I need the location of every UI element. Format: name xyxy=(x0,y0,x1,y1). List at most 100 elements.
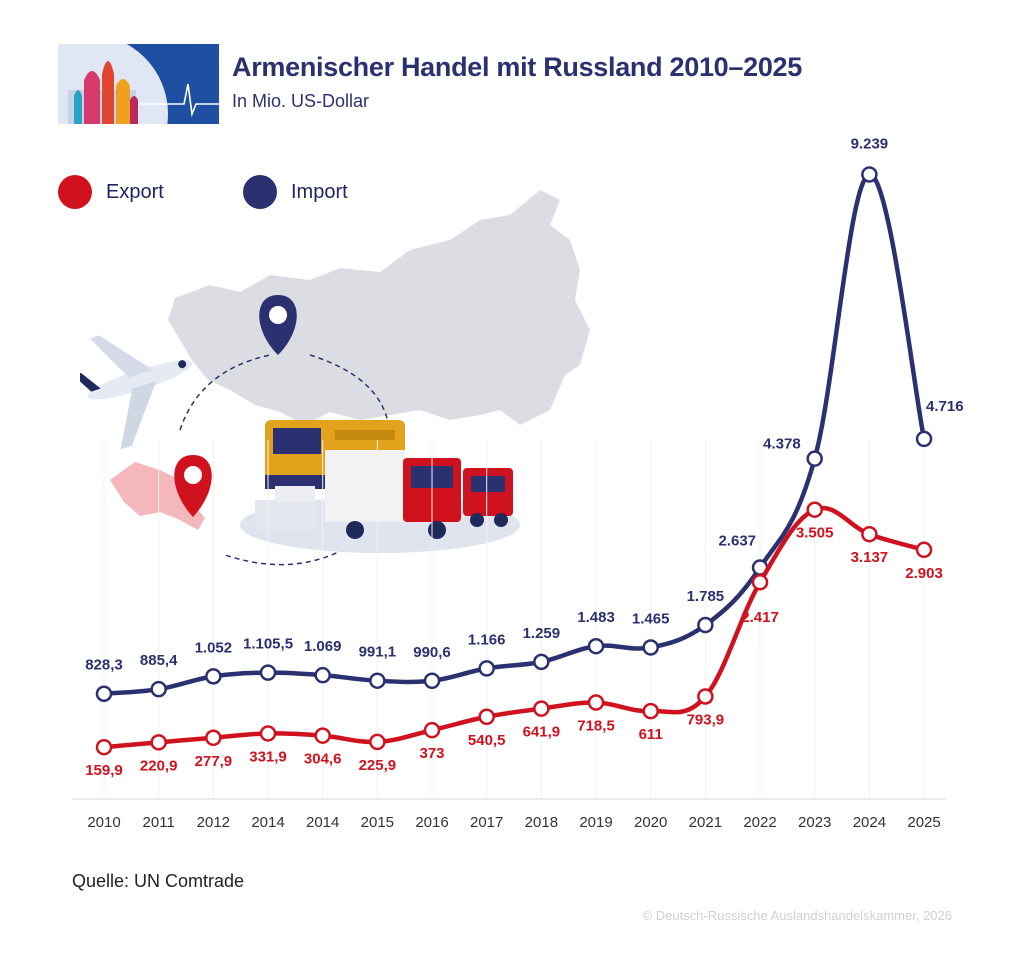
data-point-export xyxy=(369,733,386,751)
x-tick-label: 2021 xyxy=(689,814,722,831)
data-point-import xyxy=(150,680,167,698)
copyright-note: © Deutsch-Russische Auslandshandelskamme… xyxy=(642,908,952,923)
data-label-import: 1.465 xyxy=(632,610,670,627)
x-tick-label: 2025 xyxy=(907,814,940,831)
data-point-export xyxy=(423,721,441,739)
series-line-import xyxy=(103,172,927,696)
location-pin-russia-icon xyxy=(259,295,297,355)
data-label-import: 1.785 xyxy=(687,588,725,605)
data-label-import: 1.105,5 xyxy=(243,636,293,653)
data-point-export xyxy=(205,729,222,747)
data-label-export: 220,9 xyxy=(140,757,178,774)
boxes-icon xyxy=(255,486,315,530)
data-point-import xyxy=(533,653,550,671)
chart-title: Armenischer Handel mit Russland 2010–202… xyxy=(232,52,802,82)
data-label-export: 277,9 xyxy=(195,753,233,770)
data-label-import: 885,4 xyxy=(140,652,178,669)
legend-item-import: Import xyxy=(243,174,348,210)
location-pin-armenia-icon xyxy=(174,455,212,517)
data-label-export: 373 xyxy=(420,745,445,762)
legend-label-export: Export xyxy=(106,180,164,203)
x-tick-label: 2020 xyxy=(634,814,667,831)
data-label-import: 1.259 xyxy=(523,625,561,642)
data-point-export xyxy=(95,738,113,756)
x-tick-label: 2014 xyxy=(251,814,284,831)
data-point-import xyxy=(259,664,277,681)
header-illustration xyxy=(58,44,219,124)
x-tick-label: 2014 xyxy=(306,814,339,831)
data-label-import: 1.069 xyxy=(304,638,342,655)
data-label-import: 1.052 xyxy=(195,639,233,656)
legend-label-import: Import xyxy=(291,180,348,203)
x-tick-label: 2015 xyxy=(361,814,394,831)
data-point-import xyxy=(369,672,386,689)
legend-swatch-import xyxy=(243,175,277,209)
data-point-import xyxy=(697,616,714,634)
legend-item-export: Export xyxy=(58,174,164,210)
x-tick-label: 2010 xyxy=(87,814,120,831)
data-label-export: 2.903 xyxy=(905,565,943,582)
x-tick-label: 2022 xyxy=(743,814,776,831)
russia-map xyxy=(168,190,590,425)
data-point-import xyxy=(95,685,113,702)
data-point-export xyxy=(478,708,495,726)
data-point-import xyxy=(861,166,878,183)
data-label-export: 3.137 xyxy=(851,549,889,566)
data-label-import: 828,3 xyxy=(85,657,123,674)
data-point-export xyxy=(915,541,933,559)
x-tick-label: 2017 xyxy=(470,814,503,831)
data-label-export: 718,5 xyxy=(577,718,615,735)
route-arrows xyxy=(179,354,271,431)
data-point-import xyxy=(205,668,222,685)
series-line-export xyxy=(103,505,925,750)
x-tick-label: 2019 xyxy=(579,814,612,831)
x-tick-label: 2011 xyxy=(143,814,175,831)
data-label-export: 540,5 xyxy=(468,732,506,749)
data-label-import: 4.378 xyxy=(763,436,801,453)
data-point-export xyxy=(259,725,277,742)
data-point-import xyxy=(642,639,659,656)
data-label-export: 225,9 xyxy=(359,757,397,774)
x-tick-label: 2018 xyxy=(525,814,558,831)
data-point-export xyxy=(861,525,878,543)
data-point-import xyxy=(587,637,605,655)
data-point-import xyxy=(478,660,495,677)
data-point-export xyxy=(314,727,331,744)
chart-subtitle: In Mio. US-Dollar xyxy=(232,91,370,111)
data-point-export xyxy=(533,700,550,717)
airplane-icon xyxy=(80,335,193,450)
data-label-export: 331,9 xyxy=(249,748,287,765)
data-point-export xyxy=(642,702,659,720)
source-note: Quelle: UN Comtrade xyxy=(72,871,245,891)
data-point-export xyxy=(150,734,167,751)
data-label-import: 2.637 xyxy=(718,533,756,550)
armenia-map xyxy=(110,462,205,530)
data-label-export: 641,9 xyxy=(523,724,561,741)
data-label-export: 3.505 xyxy=(796,525,834,542)
data-label-import: 1.483 xyxy=(577,609,615,626)
data-point-export xyxy=(587,694,605,711)
data-label-import: 991,1 xyxy=(359,644,397,661)
data-label-export: 793,9 xyxy=(687,711,725,728)
data-point-export xyxy=(751,573,769,591)
data-point-export xyxy=(806,501,823,518)
data-label-import: 4.716 xyxy=(926,398,964,415)
data-point-import xyxy=(915,430,933,448)
data-point-import xyxy=(806,450,823,467)
legend-swatch-export xyxy=(58,175,92,209)
data-label-export: 611 xyxy=(639,726,663,743)
data-label-export: 304,6 xyxy=(304,751,342,768)
x-tick-label: 2023 xyxy=(798,814,831,831)
data-label-import: 1.166 xyxy=(468,631,506,648)
data-label-import: 9.239 xyxy=(851,135,889,152)
data-point-import xyxy=(423,672,441,690)
data-label-export: 2.417 xyxy=(741,609,779,626)
x-tick-label: 2016 xyxy=(415,814,448,831)
data-label-import: 990,6 xyxy=(413,644,451,661)
van-icon xyxy=(463,468,513,527)
x-tick-label: 2012 xyxy=(197,814,230,831)
trade-illustration xyxy=(80,190,590,566)
data-label-export: 159,9 xyxy=(85,762,123,779)
